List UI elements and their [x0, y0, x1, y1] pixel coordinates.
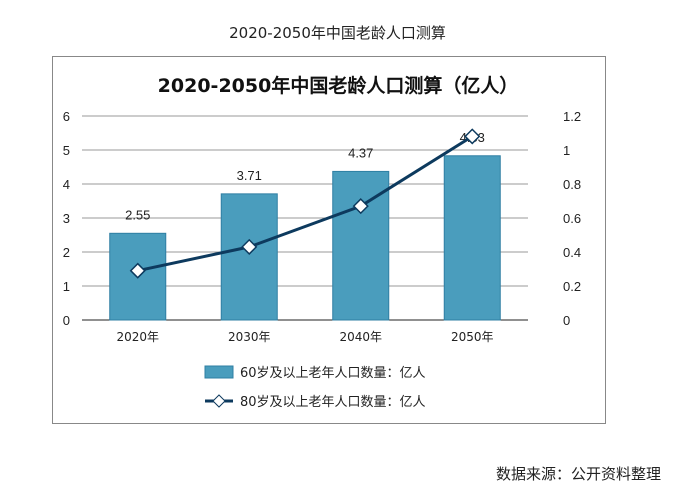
chart-title: 2020-2050年中国老龄人口测算（亿人）	[158, 74, 519, 97]
source-note: 数据来源：公开资料整理	[495, 465, 661, 483]
left-tick-label: 4	[63, 177, 70, 192]
x-tick-label: 2020年	[116, 330, 159, 344]
bar-data-label: 4.37	[348, 145, 373, 160]
right-tick-label: 0.2	[563, 279, 581, 294]
x-tick-label: 2050年	[451, 330, 494, 344]
right-tick-label: 1.2	[563, 109, 581, 124]
left-tick-label: 0	[63, 313, 70, 328]
right-tick-label: 0.8	[563, 177, 581, 192]
line-marker	[241, 238, 258, 255]
line-marker	[464, 128, 481, 145]
bar	[220, 193, 278, 321]
right-tick-label: 0	[563, 313, 570, 328]
right-tick-label: 0.4	[563, 245, 581, 260]
outer-title: 2020-2050年中国老龄人口测算	[229, 24, 446, 42]
right-tick-label: 1	[563, 143, 570, 158]
bar-data-label: 3.71	[237, 168, 262, 183]
legend-bar-label: 60岁及以上老年人口数量：亿人	[240, 366, 426, 381]
left-tick-label: 5	[63, 143, 70, 158]
right-tick-label: 0.6	[563, 211, 581, 226]
line-marker	[352, 198, 369, 215]
bar-data-label: 2.55	[125, 207, 150, 222]
left-tick-label: 3	[63, 211, 70, 226]
left-tick-label: 1	[63, 279, 70, 294]
line-series	[137, 135, 474, 273]
line-marker	[129, 262, 146, 279]
left-tick-label: 2	[63, 245, 70, 260]
x-tick-label: 2030年	[228, 330, 271, 344]
bar	[443, 155, 501, 321]
legend-bar-swatch	[204, 365, 234, 379]
legend-line-marker	[212, 394, 226, 408]
left-tick-label: 6	[63, 109, 70, 124]
x-tick-label: 2040年	[339, 330, 382, 344]
legend-line-label: 80岁及以上老年人口数量：亿人	[240, 395, 426, 410]
